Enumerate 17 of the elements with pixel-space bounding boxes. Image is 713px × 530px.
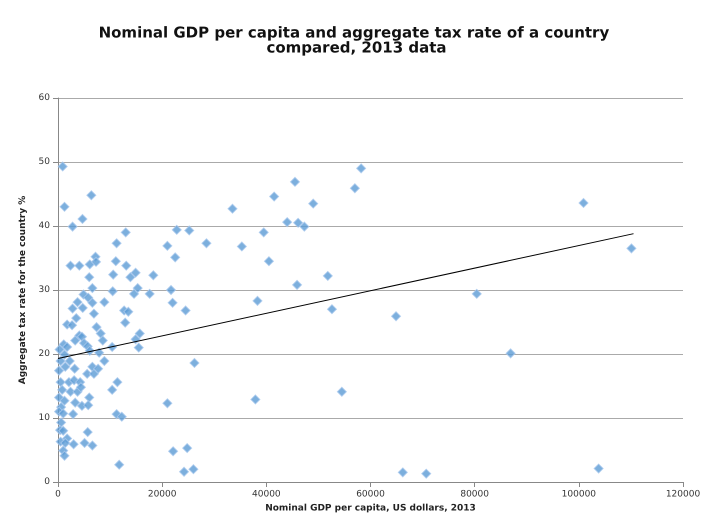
x-tick-label: 80000: [460, 490, 490, 500]
x-tick-label: 0: [55, 490, 62, 500]
y-tick-label: 0: [44, 477, 50, 487]
x-tick-label: 100000: [562, 490, 596, 500]
chart-title: Nominal GDP per capita and aggregate tax rate of a country compared, 2013 data: [98, 24, 614, 56]
y-tick-label: 50: [38, 157, 50, 167]
x-tick-label: 40000: [252, 490, 281, 500]
y-axis-title: Aggregate tax rate for the country %: [18, 196, 28, 384]
x-tick-label: 120000: [666, 490, 700, 500]
y-tick-label: 10: [38, 413, 50, 423]
y-tick-label: 60: [38, 93, 50, 103]
y-tick-label: 30: [38, 285, 50, 295]
y-tick-label: 40: [38, 221, 50, 231]
x-tick-label: 20000: [148, 490, 177, 500]
x-tick-label: 60000: [356, 490, 386, 500]
y-tick-label: 20: [38, 349, 50, 359]
x-axis-title: Nominal GDP per capita, US dollars, 2013: [265, 503, 476, 514]
